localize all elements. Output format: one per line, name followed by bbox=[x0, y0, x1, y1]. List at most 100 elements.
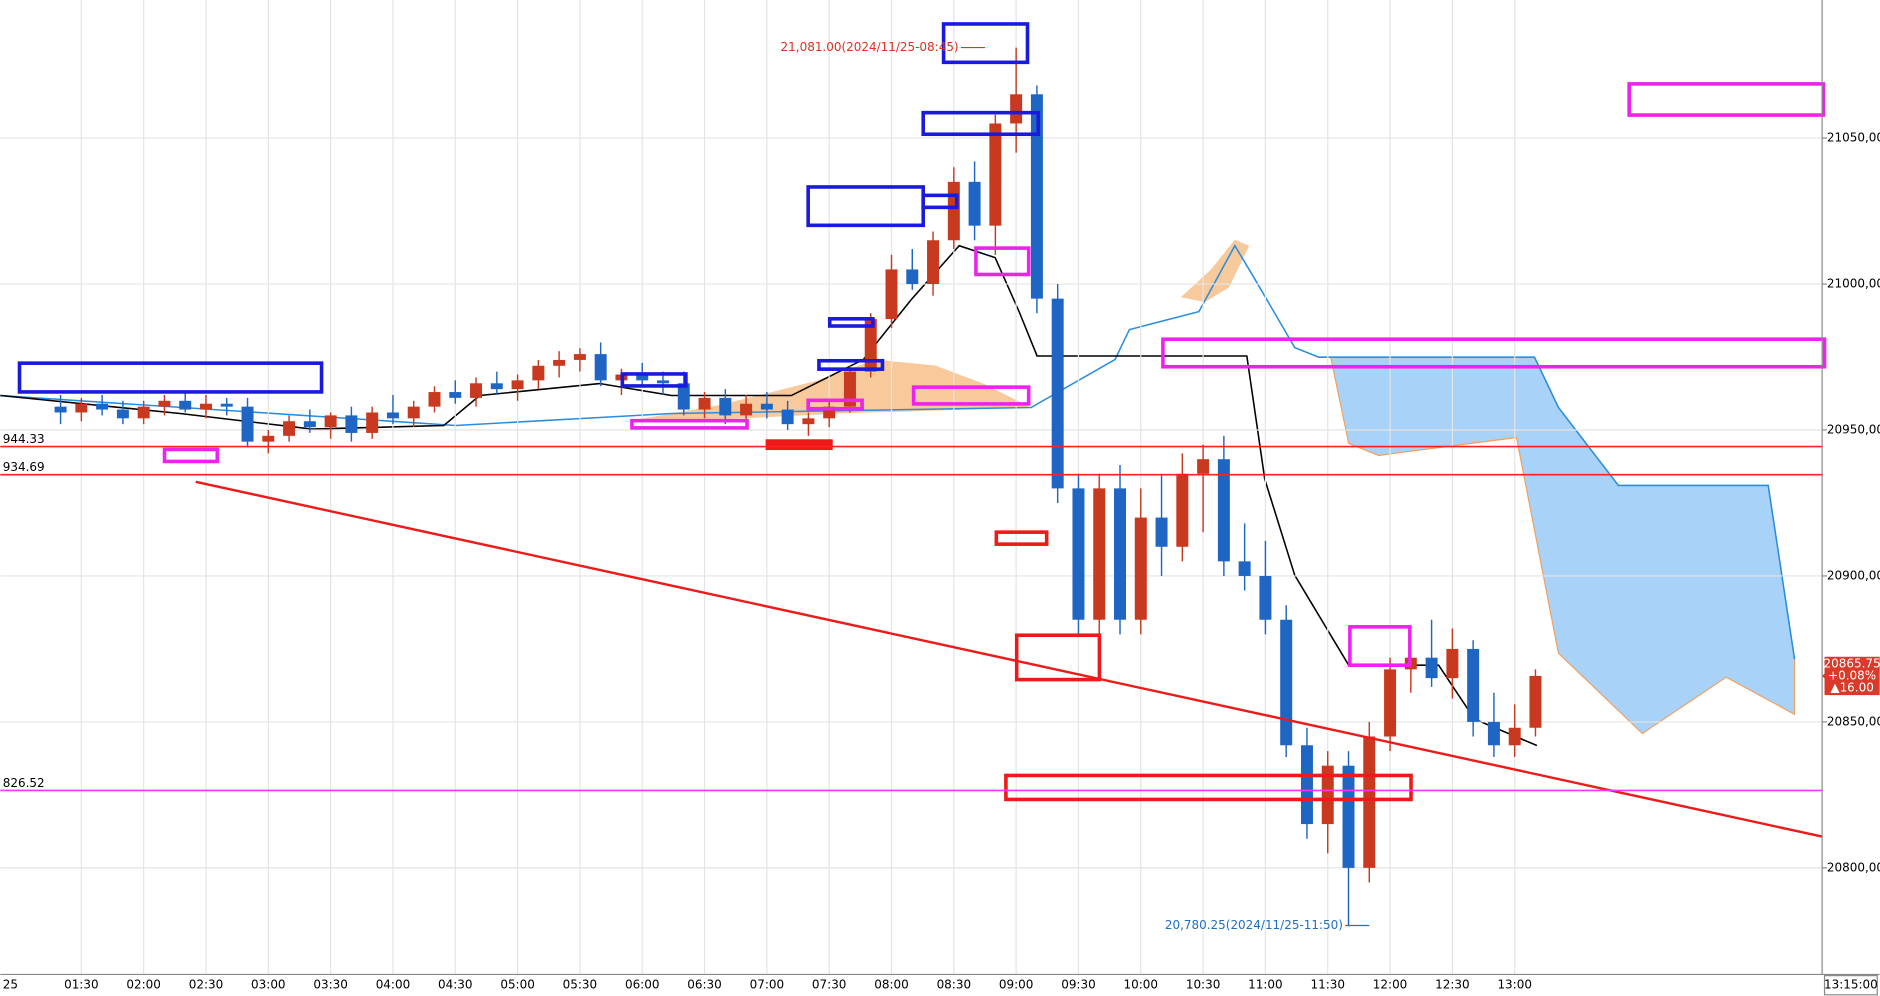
x-tick-label: 01:30 bbox=[64, 978, 99, 992]
candle-body bbox=[1259, 575, 1272, 620]
y-tick-label: 20850,00 bbox=[1827, 714, 1880, 728]
candle-body bbox=[594, 354, 607, 381]
x-tick-label: 10:00 bbox=[1124, 978, 1159, 992]
candle-body bbox=[885, 269, 898, 320]
candle-body bbox=[1508, 727, 1521, 746]
candle-body bbox=[906, 269, 919, 285]
price-pointer bbox=[1822, 671, 1827, 681]
x-tick-label: 13:00 bbox=[1497, 978, 1532, 992]
x-tick-label: 09:00 bbox=[999, 978, 1034, 992]
candle-body bbox=[345, 415, 358, 433]
y-tick-label: 20950,00 bbox=[1827, 422, 1880, 436]
x-tick-label: 11:00 bbox=[1248, 978, 1283, 992]
trend-line bbox=[195, 480, 1823, 838]
candle-body bbox=[1487, 721, 1500, 746]
candle-body bbox=[740, 403, 753, 416]
candle-body bbox=[1321, 765, 1334, 825]
candle-body bbox=[698, 397, 711, 410]
x-tick-label: 06:00 bbox=[625, 978, 660, 992]
candle-body bbox=[470, 383, 483, 398]
candle-body bbox=[116, 409, 129, 419]
y-tick-label: 20900,00 bbox=[1827, 568, 1880, 582]
y-tick-label: 21050,00 bbox=[1827, 131, 1880, 145]
candle-body bbox=[449, 392, 462, 398]
change-pct: +0.08% bbox=[1828, 668, 1876, 682]
candle-body bbox=[573, 354, 586, 360]
candle-body bbox=[1238, 561, 1251, 576]
candle-body bbox=[1051, 298, 1064, 489]
x-tick-label: 05:00 bbox=[500, 978, 535, 992]
candle-body bbox=[324, 415, 337, 428]
candle-body bbox=[1072, 488, 1085, 620]
candle-body bbox=[864, 319, 877, 372]
candle-body bbox=[199, 403, 212, 410]
candle-body bbox=[823, 406, 836, 419]
candle-body bbox=[677, 383, 690, 410]
candle-body bbox=[490, 383, 503, 390]
x-tick-label: 10:30 bbox=[1186, 978, 1221, 992]
candle-body bbox=[75, 403, 88, 413]
candle-body bbox=[989, 123, 1002, 226]
candle-body bbox=[1300, 745, 1313, 825]
x-tick-label: 09:30 bbox=[1061, 978, 1096, 992]
candle-body bbox=[719, 397, 732, 416]
x-tick-label: 02:30 bbox=[189, 978, 224, 992]
candle-body bbox=[802, 418, 815, 425]
candle-body bbox=[54, 406, 67, 413]
candle-body bbox=[1134, 517, 1147, 620]
candle-body bbox=[532, 365, 545, 381]
price-box bbox=[1824, 656, 1880, 696]
x-tick-label: 07:00 bbox=[750, 978, 785, 992]
change: ▲16.00 bbox=[1830, 680, 1873, 694]
plot bbox=[0, 0, 1823, 975]
x-tick-label: 12:30 bbox=[1435, 978, 1470, 992]
candle-body bbox=[1217, 459, 1230, 562]
candle-body bbox=[968, 181, 981, 226]
x-tick-label: 02:00 bbox=[126, 978, 160, 992]
candle-body bbox=[137, 406, 150, 419]
candle-body bbox=[96, 403, 109, 410]
candle-body bbox=[1197, 459, 1210, 474]
candle-body bbox=[657, 380, 669, 384]
candle-body bbox=[428, 392, 441, 407]
candle-body bbox=[283, 421, 296, 436]
x-tick-label: 12:00 bbox=[1373, 978, 1408, 992]
candle-body bbox=[760, 403, 773, 410]
candle-body bbox=[1363, 736, 1376, 868]
candle-body bbox=[781, 409, 794, 425]
candle-body bbox=[179, 400, 192, 410]
candle-body bbox=[158, 400, 171, 407]
candle-body bbox=[366, 412, 379, 433]
candle-body bbox=[1425, 657, 1438, 679]
candle-body bbox=[262, 435, 275, 442]
candle-body bbox=[220, 403, 233, 407]
drawn-boxes bbox=[17, 22, 1827, 802]
h-line-label: 944.33 bbox=[3, 432, 45, 446]
candle-body bbox=[511, 380, 524, 390]
current-time: 13:15:00 bbox=[1824, 978, 1878, 992]
x-tick-label: 08:30 bbox=[937, 978, 972, 992]
cloud-orange bbox=[1180, 239, 1250, 303]
candle-body bbox=[927, 240, 940, 285]
candle-body bbox=[1446, 648, 1459, 679]
candle-body bbox=[947, 181, 960, 241]
x-tick-label: 07:30 bbox=[812, 978, 847, 992]
candle-body bbox=[1529, 675, 1542, 728]
x-tick-label: 06:30 bbox=[687, 978, 722, 992]
candle-body bbox=[1155, 517, 1168, 547]
h-line-label: 934.69 bbox=[3, 460, 45, 474]
time-box bbox=[1823, 975, 1878, 996]
candle-body bbox=[1030, 94, 1043, 299]
candle-body bbox=[1114, 488, 1126, 620]
date-label: 25 bbox=[3, 978, 18, 992]
candle-body bbox=[1010, 94, 1023, 124]
x-tick-label: 04:00 bbox=[376, 978, 411, 992]
candle-body bbox=[1093, 488, 1106, 620]
candle-body bbox=[1176, 473, 1189, 547]
candle-body bbox=[386, 412, 399, 419]
y-tick-label: 21000,00 bbox=[1827, 277, 1880, 291]
x-tick-label: 03:30 bbox=[313, 978, 348, 992]
candle-body bbox=[407, 406, 420, 419]
candle-body bbox=[1384, 669, 1397, 737]
